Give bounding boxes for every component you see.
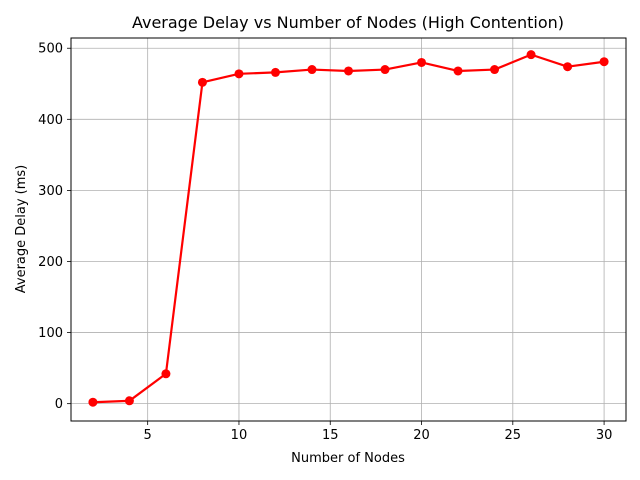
y-tick-label: 500	[38, 42, 63, 57]
grid	[71, 38, 626, 421]
data-point	[453, 66, 463, 76]
x-tick-label: 15	[322, 428, 339, 443]
data-point	[490, 65, 500, 75]
plot-frame	[70, 37, 627, 422]
y-tick-label: 200	[38, 255, 63, 270]
data-point	[234, 69, 244, 79]
data-point	[344, 66, 353, 76]
data-point	[307, 65, 317, 75]
y-axis-title: Average Delay (ms)	[14, 165, 29, 294]
x-tick-label: 20	[413, 428, 430, 443]
y-tick-label: 0	[55, 397, 63, 412]
y-tick-label: 100	[38, 326, 63, 341]
x-tick-label: 5	[144, 428, 152, 443]
data-point	[526, 50, 536, 60]
y-tick-label: 300	[38, 184, 63, 199]
x-tick-label: 30	[596, 428, 613, 443]
data-point	[161, 369, 171, 379]
data-point	[563, 62, 573, 72]
series-line	[92, 53, 605, 404]
data-point	[197, 77, 207, 87]
data-point	[270, 67, 280, 77]
data-point	[417, 57, 427, 67]
data-point	[88, 397, 98, 407]
chart-title: Average Delay vs Number of Nodes (High C…	[132, 13, 564, 32]
data-point	[124, 396, 134, 406]
x-axis-title: Number of Nodes	[291, 451, 405, 466]
data-point	[599, 57, 609, 67]
data-point	[380, 65, 390, 75]
x-tick-label: 25	[505, 428, 522, 443]
x-tick-label: 10	[231, 428, 248, 443]
series-layer	[88, 50, 609, 407]
y-tick-label: 400	[38, 113, 63, 128]
